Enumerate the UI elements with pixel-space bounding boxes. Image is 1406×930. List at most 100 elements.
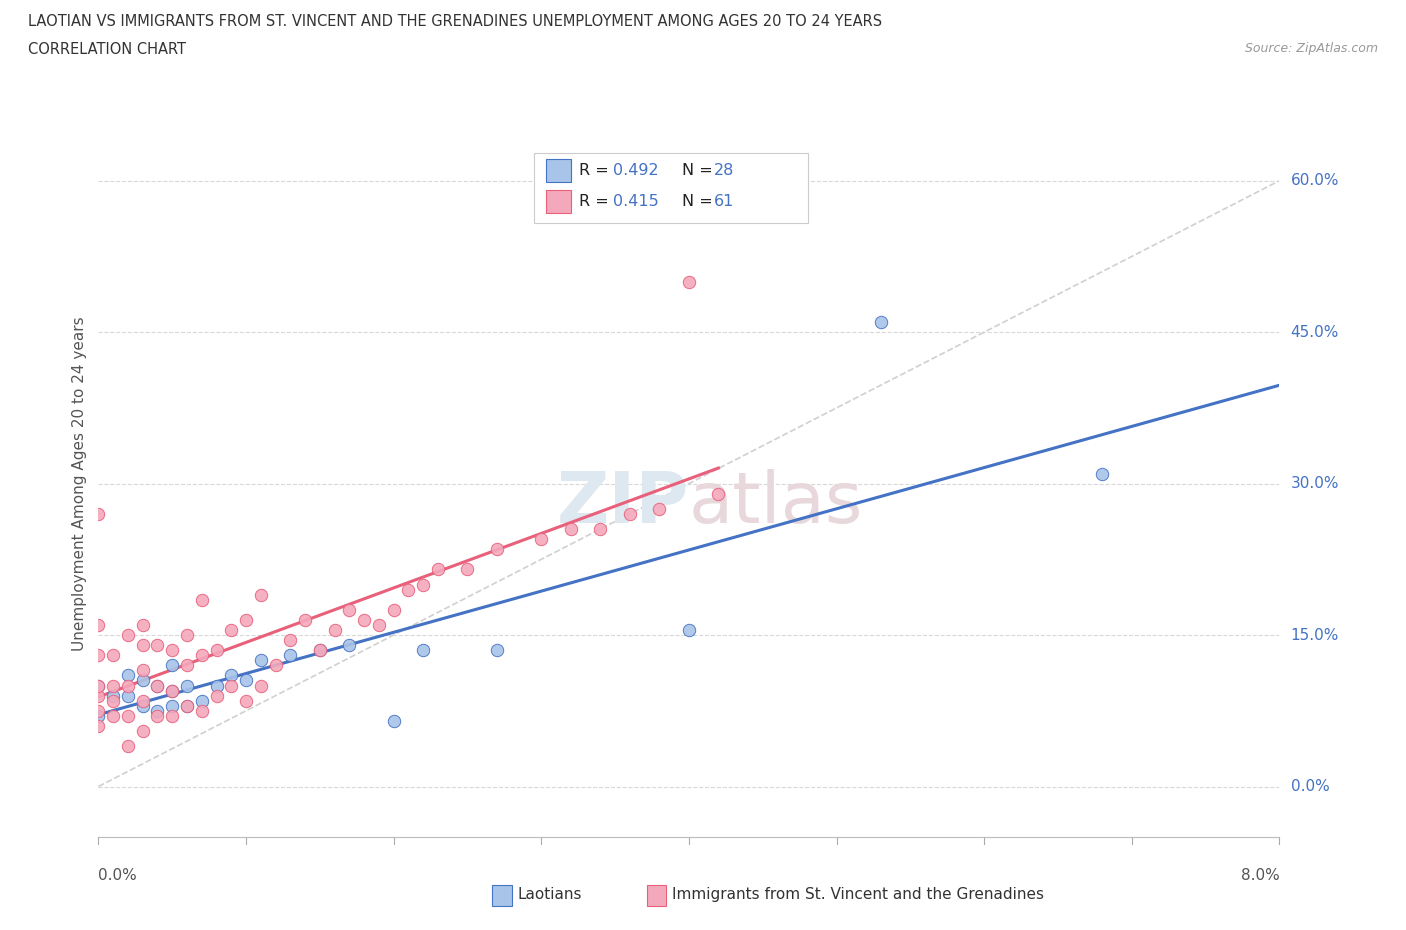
Point	[205, 643, 228, 658]
Text: 0.0%: 0.0%	[98, 868, 138, 883]
Text: 0.415: 0.415	[613, 194, 659, 209]
Point	[191, 648, 214, 663]
Point	[132, 693, 155, 708]
Point	[396, 582, 419, 597]
Text: R =: R =	[579, 194, 614, 209]
Text: 28: 28	[714, 163, 734, 178]
Point	[132, 618, 155, 632]
Point	[278, 648, 301, 663]
Point	[117, 668, 139, 683]
Text: CORRELATION CHART: CORRELATION CHART	[28, 42, 186, 57]
Point	[146, 638, 169, 653]
Point	[146, 703, 169, 718]
Point	[162, 658, 183, 672]
Point	[412, 643, 434, 658]
Point	[560, 522, 582, 537]
Text: ZIP: ZIP	[557, 470, 689, 538]
Point	[589, 522, 612, 537]
Point	[219, 622, 242, 637]
Point	[162, 709, 183, 724]
Point	[278, 632, 301, 647]
Text: N =: N =	[682, 194, 718, 209]
Text: atlas: atlas	[689, 470, 863, 538]
Point	[412, 578, 434, 592]
Point	[176, 658, 198, 672]
Point	[162, 684, 183, 698]
Text: 0.0%: 0.0%	[1291, 779, 1329, 794]
Point	[264, 658, 287, 672]
Point	[176, 698, 198, 713]
Point	[103, 709, 124, 724]
Point	[219, 678, 242, 693]
Text: 45.0%: 45.0%	[1291, 325, 1339, 339]
Point	[382, 713, 405, 728]
Text: N =: N =	[682, 163, 718, 178]
Text: Laotians: Laotians	[517, 887, 582, 902]
Point	[294, 613, 316, 628]
Point	[426, 562, 449, 577]
Text: 61: 61	[714, 194, 734, 209]
Point	[678, 274, 700, 289]
Point	[1091, 466, 1114, 481]
Point	[485, 542, 508, 557]
Point	[117, 738, 139, 753]
Point	[235, 613, 257, 628]
Point	[619, 507, 641, 522]
Point	[707, 486, 730, 501]
Point	[235, 693, 257, 708]
Point	[308, 643, 332, 658]
Point	[219, 668, 242, 683]
Point	[146, 678, 169, 693]
Point	[367, 618, 389, 632]
Point	[382, 603, 405, 618]
Point	[205, 678, 228, 693]
Point	[132, 724, 155, 738]
Text: Immigrants from St. Vincent and the Grenadines: Immigrants from St. Vincent and the Gren…	[672, 887, 1045, 902]
Point	[132, 663, 155, 678]
Text: 15.0%: 15.0%	[1291, 628, 1339, 643]
Point	[353, 613, 375, 628]
Point	[235, 673, 257, 688]
Point	[250, 587, 273, 602]
Text: 30.0%: 30.0%	[1291, 476, 1339, 491]
Point	[530, 532, 553, 547]
Point	[87, 678, 110, 693]
Point	[250, 653, 273, 668]
Point	[103, 648, 124, 663]
Text: 8.0%: 8.0%	[1240, 868, 1279, 883]
Point	[191, 703, 214, 718]
Point	[308, 643, 332, 658]
Point	[132, 638, 155, 653]
Point	[648, 501, 671, 516]
Point	[176, 678, 198, 693]
Point	[191, 592, 214, 607]
Point	[117, 688, 139, 703]
Point	[87, 678, 110, 693]
Text: Source: ZipAtlas.com: Source: ZipAtlas.com	[1244, 42, 1378, 55]
Point	[87, 507, 110, 522]
Text: 60.0%: 60.0%	[1291, 173, 1339, 188]
Point	[869, 314, 891, 329]
Point	[103, 693, 124, 708]
Point	[117, 709, 139, 724]
Point	[337, 603, 360, 618]
Point	[103, 688, 124, 703]
Text: 0.492: 0.492	[613, 163, 658, 178]
Point	[176, 628, 198, 643]
Point	[205, 688, 228, 703]
Point	[162, 698, 183, 713]
Point	[146, 709, 169, 724]
Point	[117, 628, 139, 643]
Point	[176, 698, 198, 713]
Point	[456, 562, 478, 577]
Point	[162, 643, 183, 658]
Point	[485, 643, 508, 658]
Point	[132, 698, 155, 713]
Point	[87, 703, 110, 718]
Point	[87, 648, 110, 663]
Point	[87, 618, 110, 632]
Point	[146, 678, 169, 693]
Point	[678, 622, 700, 637]
Point	[103, 678, 124, 693]
Point	[117, 678, 139, 693]
